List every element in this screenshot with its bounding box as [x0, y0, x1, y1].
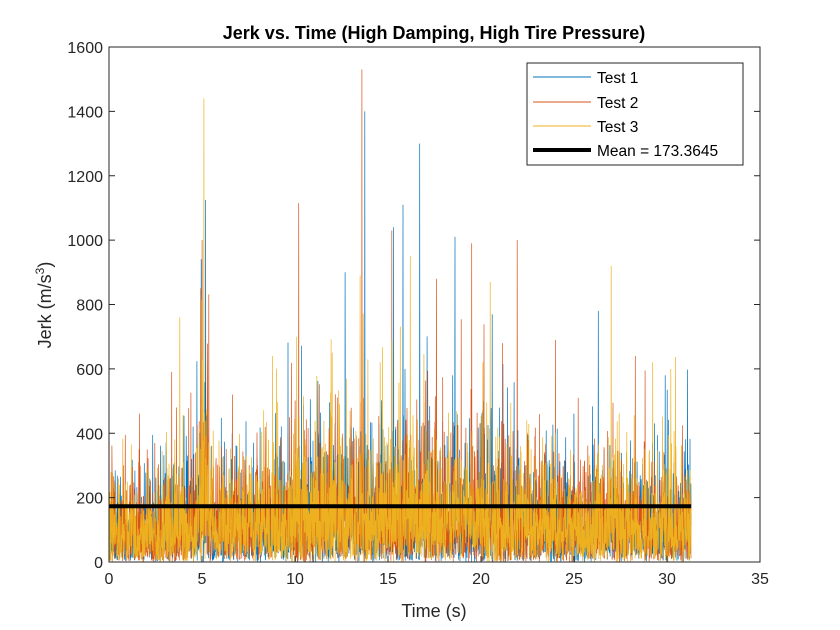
y-tick-label: 200 — [76, 491, 103, 508]
legend: Test 1 Test 2 Test 3 Mean = 173.3645 — [526, 62, 744, 166]
legend-label-test-3: Test 3 — [597, 119, 638, 136]
legend-label-mean: Mean = 173.3645 — [597, 143, 718, 160]
plot-area — [108, 69, 692, 563]
x-tick-label: 15 — [379, 571, 397, 588]
y-tick-label: 1000 — [67, 233, 103, 250]
x-tick-label: 10 — [286, 571, 304, 588]
legend-label-test-1: Test 1 — [597, 70, 638, 87]
y-tick-label: 1200 — [67, 169, 103, 186]
x-tick-label: 0 — [105, 571, 114, 588]
y-tick-label: 1600 — [67, 40, 103, 57]
y-tick-label: 600 — [76, 362, 103, 379]
x-tick-label: 25 — [565, 571, 583, 588]
x-axis-label: Time (s) — [401, 601, 466, 621]
chart-title: Jerk vs. Time (High Damping, High Tire P… — [223, 23, 645, 43]
y-axis-label: Jerk (m/s3) — [33, 262, 55, 349]
series-line-test-3 — [108, 98, 692, 563]
y-axis: 0 200 400 600 800 1000 1200 1400 1600 — [67, 40, 760, 572]
x-tick-label: 35 — [751, 571, 769, 588]
y-tick-label: 1400 — [67, 104, 103, 121]
y-tick-label: 400 — [76, 426, 103, 443]
x-tick-label: 20 — [472, 571, 490, 588]
y-tick-label: 0 — [94, 555, 103, 572]
x-tick-label: 5 — [198, 571, 207, 588]
x-tick-label: 30 — [658, 571, 676, 588]
legend-label-test-2: Test 2 — [597, 95, 638, 112]
x-axis: 0 5 10 15 20 25 30 35 — [105, 556, 769, 588]
y-tick-label: 800 — [76, 298, 103, 315]
